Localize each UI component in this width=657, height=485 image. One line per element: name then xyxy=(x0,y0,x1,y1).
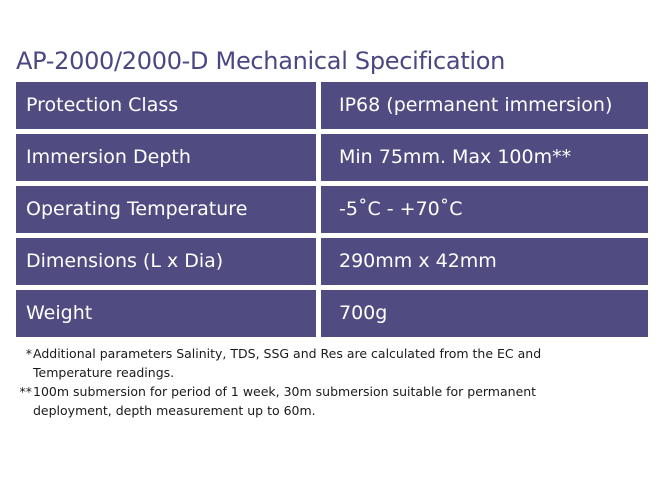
spec-value: 290mm x 42mm xyxy=(321,238,648,285)
footnotes: *Additional parameters Salinity, TDS, SS… xyxy=(10,344,640,420)
footnote-submersion: **100m submersion for period of 1 week, … xyxy=(10,382,640,420)
spec-value: IP68 (permanent immersion) xyxy=(321,82,648,129)
spec-label: Dimensions (L x Dia) xyxy=(16,238,316,285)
spec-row-operating-temperature: Operating Temperature -5˚C - +70˚C xyxy=(16,186,648,233)
spec-value: -5˚C - +70˚C xyxy=(321,186,648,233)
spec-table: Protection Class IP68 (permanent immersi… xyxy=(16,82,648,342)
spec-label: Protection Class xyxy=(16,82,316,129)
spec-value: Min 75mm. Max 100m** xyxy=(321,134,648,181)
footnote-mark: ** xyxy=(19,384,33,399)
footnote-mark: * xyxy=(25,346,32,361)
spec-row-dimensions: Dimensions (L x Dia) 290mm x 42mm xyxy=(16,238,648,285)
spec-label: Immersion Depth xyxy=(16,134,316,181)
spec-row-weight: Weight 700g xyxy=(16,290,648,337)
spec-label: Operating Temperature xyxy=(16,186,316,233)
spec-row-protection-class: Protection Class IP68 (permanent immersi… xyxy=(16,82,648,129)
footnote-calculated-parameters: *Additional parameters Salinity, TDS, SS… xyxy=(10,344,640,382)
spec-value: 700g xyxy=(321,290,648,337)
footnote-text: 100m submersion for period of 1 week, 30… xyxy=(33,384,537,399)
footnote-text-continued: deployment, depth measurement up to 60m. xyxy=(33,403,316,418)
footnote-text: Additional parameters Salinity, TDS, SSG… xyxy=(33,346,542,361)
spec-row-immersion-depth: Immersion Depth Min 75mm. Max 100m** xyxy=(16,134,648,181)
footnote-text-continued: Temperature readings. xyxy=(33,365,175,380)
page-title: AP-2000/2000-D Mechanical Specification xyxy=(16,47,506,75)
spec-label: Weight xyxy=(16,290,316,337)
